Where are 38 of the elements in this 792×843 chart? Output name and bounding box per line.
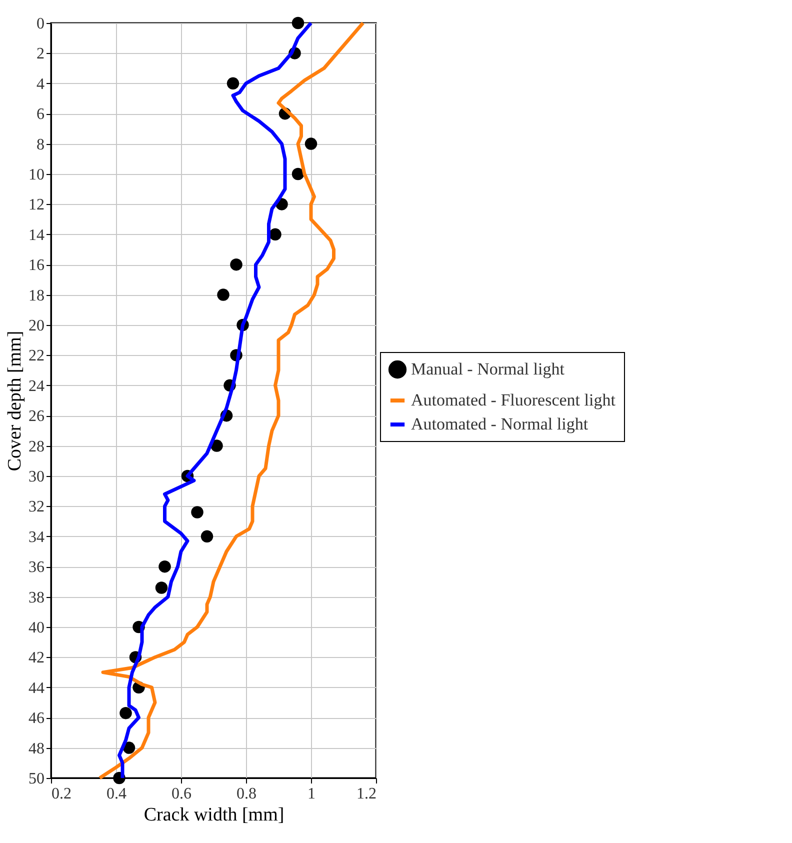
y-tick-label: 8	[36, 136, 44, 154]
x-tick-label: 1	[308, 786, 316, 802]
legend-label: Automated - Normal light	[411, 414, 588, 434]
y-tick-label: 44	[28, 680, 44, 697]
line-series	[98, 21, 365, 780]
y-tick-label: 32	[28, 498, 44, 516]
y-tick-label: 14	[28, 226, 44, 244]
y-tick-label: 42	[28, 650, 44, 667]
x-tick-label: 0.8	[236, 786, 256, 802]
y-tick-label: 24	[28, 378, 44, 395]
y-axis-title: Cover depth [mm]	[4, 330, 26, 472]
y-tick-label: 50	[28, 770, 44, 788]
y-tick-label: 4	[36, 76, 44, 93]
y-tick-label: 6	[36, 106, 44, 124]
y-tick-label: 22	[28, 348, 44, 365]
y-tick-label: 36	[28, 559, 44, 576]
y-tick-label: 30	[28, 468, 44, 486]
y-tick-label: 38	[28, 589, 44, 606]
x-axis-title: Crack width [mm]	[144, 804, 284, 826]
x-tick-label: 1.2	[356, 786, 376, 802]
legend-label: Manual - Normal light	[411, 360, 565, 378]
y-tick-label: 48	[28, 740, 44, 758]
y-tick-label: 34	[28, 528, 44, 546]
y-tick-label: 20	[28, 318, 44, 334]
legend-label: Automated - Fluorescent light	[411, 390, 616, 410]
y-tick-label: 26	[28, 408, 44, 426]
x-tick-label: 0.4	[106, 786, 126, 802]
y-tick-label: 28	[28, 438, 44, 456]
y-tick-label: 2	[36, 46, 44, 63]
y-tick-label: 10	[28, 166, 44, 184]
y-tick-label: 12	[28, 196, 44, 214]
y-tick-label: 16	[28, 257, 44, 274]
y-tick-label: 0	[36, 16, 44, 32]
y-tick-label: 46	[28, 710, 44, 728]
y-tick-label: 40	[28, 620, 44, 636]
y-tick-label: 18	[28, 287, 44, 304]
x-tick-label: 0.6	[172, 786, 192, 802]
x-tick-label: 0.2	[52, 786, 72, 802]
